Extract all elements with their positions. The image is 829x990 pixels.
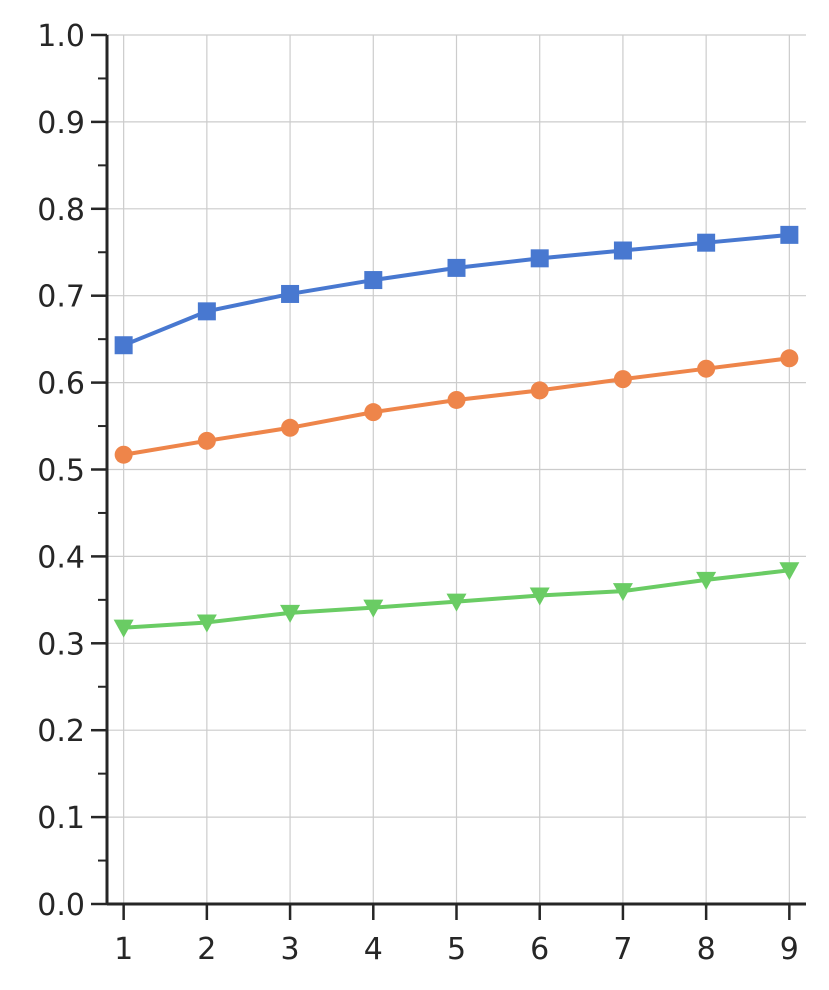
y-tick-label: 0.0: [37, 888, 85, 923]
data-point-square: [364, 271, 383, 290]
x-tick-label: 5: [447, 932, 466, 967]
y-tick-label: 0.9: [37, 106, 85, 141]
data-point-triangle: [612, 583, 633, 602]
y-tick-label: 0.8: [37, 193, 85, 228]
data-point-triangle: [446, 593, 467, 612]
data-point-square: [447, 258, 466, 277]
y-tick-label: 0.2: [37, 714, 85, 749]
series-layer: [113, 225, 800, 638]
x-tick-label: 6: [530, 932, 549, 967]
data-point-circle: [780, 349, 799, 368]
x-tick-label: 8: [697, 932, 716, 967]
y-tick-label: 1.0: [37, 19, 85, 54]
data-point-square: [613, 241, 632, 260]
data-point-square: [530, 249, 549, 268]
data-point-circle: [697, 359, 716, 378]
grid: [107, 34, 806, 905]
data-point-triangle: [363, 599, 384, 618]
x-tick-label: 4: [364, 932, 383, 967]
data-point-square: [697, 233, 716, 252]
data-point-triangle: [779, 562, 800, 581]
x-tick-label: 3: [281, 932, 300, 967]
data-point-square: [780, 225, 799, 244]
data-point-square: [114, 336, 133, 355]
y-tick-label: 0.6: [37, 367, 85, 402]
data-point-triangle: [196, 614, 217, 633]
ticks: 0.0 0.1 0.2 0.3 0.4 0.5 0.6 0.7 0.8 0.9 1.0 1 2 3 4 5 6 7…: [37, 19, 799, 967]
y-tick-label: 0.5: [37, 454, 85, 489]
data-point-circle: [530, 381, 549, 400]
y-tick-label: 0.4: [37, 540, 85, 575]
data-point-circle: [114, 445, 133, 464]
data-point-square: [197, 302, 216, 321]
data-point-triangle: [529, 587, 550, 606]
data-point-triangle: [280, 604, 301, 623]
data-point-circle: [197, 431, 216, 450]
data-point-circle: [364, 403, 383, 422]
y-tick-label: 0.3: [37, 627, 85, 662]
data-point-triangle: [113, 619, 134, 638]
x-tick-label: 7: [613, 932, 632, 967]
data-point-circle: [447, 390, 466, 409]
y-tick-label: 0.1: [37, 801, 85, 836]
x-tick-label: 1: [114, 932, 133, 967]
x-tick-label: 9: [780, 932, 799, 967]
data-point-square: [281, 284, 300, 303]
data-point-circle: [281, 418, 300, 437]
data-point-triangle: [696, 571, 717, 590]
y-tick-label: 0.7: [37, 280, 85, 315]
x-tick-label: 2: [197, 932, 216, 967]
data-point-circle: [613, 370, 632, 389]
